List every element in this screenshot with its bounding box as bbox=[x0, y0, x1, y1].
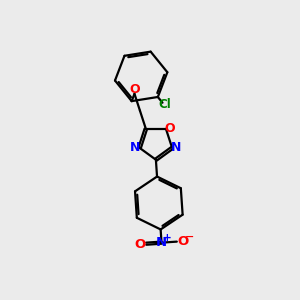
Text: O: O bbox=[129, 83, 140, 97]
Text: +: + bbox=[163, 233, 172, 243]
Text: N: N bbox=[130, 141, 140, 154]
Text: N: N bbox=[171, 141, 182, 154]
Text: Cl: Cl bbox=[158, 98, 171, 112]
Text: O: O bbox=[178, 235, 189, 248]
Text: O: O bbox=[134, 238, 146, 250]
Text: −: − bbox=[184, 232, 194, 242]
Text: O: O bbox=[164, 122, 175, 135]
Text: N: N bbox=[156, 236, 167, 249]
